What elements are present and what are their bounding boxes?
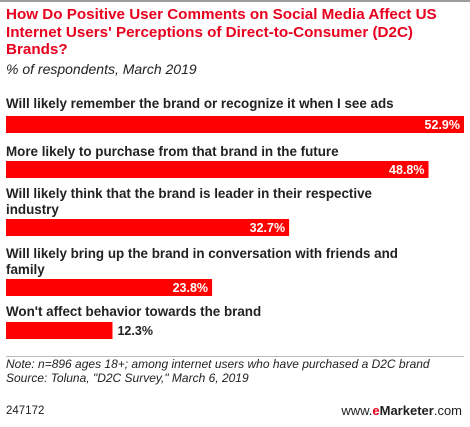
category-label: Will likely bring up the brand in conver… — [6, 246, 398, 261]
category-label: Won't affect behavior towards the brand — [6, 304, 261, 319]
chart-footnote: Note: n=896 ages 18+; among internet use… — [6, 357, 464, 385]
brand-e: e — [372, 403, 380, 418]
bar — [6, 116, 464, 133]
value-label: 48.8% — [389, 163, 424, 177]
footer-divider — [6, 356, 464, 357]
category-label: industry — [6, 202, 59, 217]
value-label: 12.3% — [117, 324, 152, 338]
bar — [6, 322, 113, 339]
category-label: Will likely think that the brand is lead… — [6, 186, 372, 201]
brand-prefix: www. — [341, 403, 373, 418]
top-divider — [0, 0, 470, 2]
note-text: Note: n=896 ages 18+; among internet use… — [6, 357, 430, 371]
bar — [6, 161, 429, 178]
brand-name: Marketer — [379, 403, 434, 418]
chart-subtitle: % of respondents, March 2019 — [6, 61, 197, 77]
chart-id: 247172 — [6, 405, 45, 417]
category-label: More likely to purchase from that brand … — [6, 144, 339, 159]
category-label: Will likely remember the brand or recogn… — [6, 96, 394, 111]
brand-logo: www.eMarketer.com — [341, 404, 462, 418]
value-label: 32.7% — [250, 221, 285, 235]
chart-title: How Do Positive User Comments on Social … — [6, 6, 437, 58]
category-label: family — [6, 262, 45, 277]
value-label: 52.9% — [425, 118, 460, 132]
bar — [6, 279, 213, 296]
value-label: 23.8% — [173, 281, 208, 295]
source-text: Source: Toluna, "D2C Survey," March 6, 2… — [6, 370, 249, 385]
bar — [6, 219, 290, 236]
brand-suffix: .com — [433, 403, 462, 418]
